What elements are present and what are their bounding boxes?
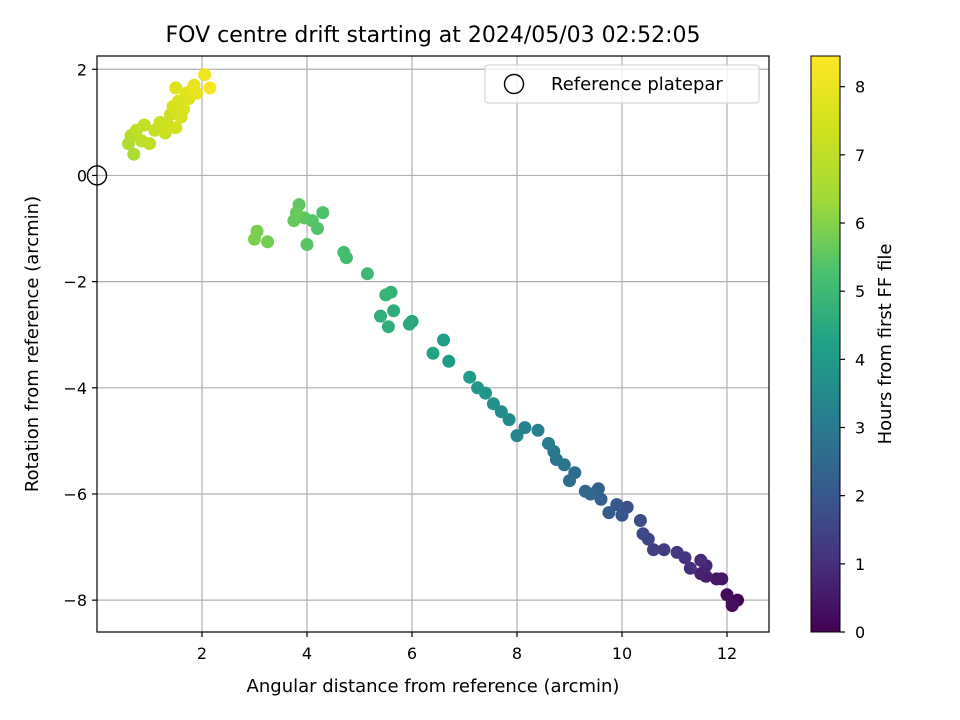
data-point xyxy=(615,508,629,522)
data-point xyxy=(725,596,739,610)
chart-title: FOV centre drift starting at 2024/05/03 … xyxy=(166,23,701,48)
data-point xyxy=(542,437,555,450)
data-point xyxy=(143,137,156,151)
data-point xyxy=(437,333,450,347)
colorbar-tick-label: 7 xyxy=(855,146,865,165)
data-point xyxy=(531,423,545,437)
y-tick-label: −2 xyxy=(63,273,87,292)
colorbar-tick-label: 4 xyxy=(855,350,865,369)
x-tick-label: 10 xyxy=(612,644,632,663)
data-point xyxy=(379,288,393,302)
data-point xyxy=(594,492,608,506)
data-point xyxy=(602,506,616,520)
data-point xyxy=(486,397,500,411)
data-point xyxy=(670,545,684,559)
data-point xyxy=(463,370,477,384)
data-point xyxy=(518,421,532,435)
data-point xyxy=(300,238,314,251)
y-tick-label: −4 xyxy=(63,379,87,398)
data-point xyxy=(710,572,723,586)
data-point xyxy=(374,309,387,323)
data-point xyxy=(290,206,303,220)
data-point xyxy=(510,429,524,443)
y-tick-label: 0 xyxy=(77,166,87,185)
data-point xyxy=(137,118,151,132)
data-point xyxy=(337,245,351,259)
data-point xyxy=(169,81,183,95)
x-tick-label: 6 xyxy=(407,644,417,663)
scatter-points xyxy=(122,68,744,612)
data-point xyxy=(471,381,485,395)
data-point xyxy=(169,121,183,135)
data-point xyxy=(426,346,440,360)
legend-box xyxy=(484,64,760,104)
y-axis-label: Rotation from reference (arcmin) xyxy=(22,196,43,492)
x-tick-label: 12 xyxy=(717,644,737,663)
legend: Reference platepar xyxy=(484,64,760,104)
data-point xyxy=(203,81,217,95)
data-point xyxy=(187,78,201,92)
x-tick-label: 4 xyxy=(302,644,312,663)
data-point xyxy=(381,320,395,334)
grid xyxy=(97,56,769,632)
y-tick-label: 2 xyxy=(77,60,87,79)
colorbar-ticks: 0 1 2 3 4 5 6 7 8 xyxy=(840,78,865,642)
data-point xyxy=(402,317,416,331)
colorbar xyxy=(810,55,841,633)
data-point xyxy=(694,553,708,567)
legend-entry-reference-platepar: Reference platepar xyxy=(551,74,723,95)
data-point xyxy=(177,102,191,116)
data-point xyxy=(387,304,401,318)
data-point xyxy=(563,474,576,488)
data-point xyxy=(261,235,275,249)
x-tick-label: 2 xyxy=(197,644,207,663)
colorbar-label: Hours from first FF file xyxy=(875,244,896,445)
colorbar-tick-label: 6 xyxy=(855,214,865,233)
data-point xyxy=(198,68,212,82)
y-axis-ticks: 2 0 −2 −4 −6 −8 xyxy=(63,60,97,610)
colorbar-tick-label: 5 xyxy=(855,282,865,301)
x-axis-label: Angular distance from reference (arcmin) xyxy=(247,676,620,697)
y-tick-label: −8 xyxy=(63,591,87,610)
colorbar-tick-label: 3 xyxy=(855,419,865,438)
colorbar-tick-label: 2 xyxy=(855,487,865,506)
data-point xyxy=(578,484,592,498)
data-point xyxy=(610,498,624,512)
data-point xyxy=(657,543,671,557)
data-point xyxy=(248,232,261,246)
y-tick-label: −6 xyxy=(63,485,87,504)
colorbar-tick-label: 8 xyxy=(855,78,865,97)
data-point xyxy=(647,543,660,557)
x-axis-ticks: 2 4 6 8 10 12 xyxy=(197,632,737,663)
data-point xyxy=(683,561,697,575)
data-point xyxy=(442,354,456,368)
colorbar-tick-label: 0 xyxy=(855,623,865,642)
data-point xyxy=(494,405,508,419)
colorbar-tick-label: 1 xyxy=(855,555,865,574)
data-point xyxy=(502,413,516,427)
legend-reference-icon xyxy=(503,73,525,95)
data-point xyxy=(633,514,647,527)
data-point xyxy=(127,147,141,161)
plot-frame xyxy=(96,55,770,633)
data-point xyxy=(316,206,330,220)
x-tick-label: 8 xyxy=(512,644,522,663)
data-point xyxy=(636,527,650,541)
data-point xyxy=(360,267,374,281)
